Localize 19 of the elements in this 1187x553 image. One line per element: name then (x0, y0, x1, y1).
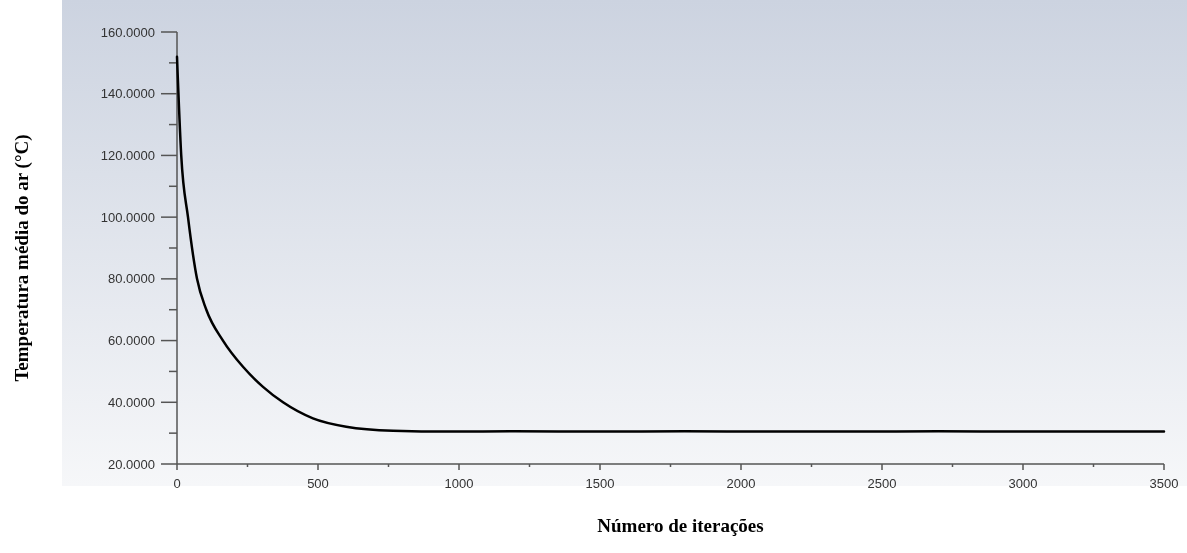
x-tick-label: 2500 (867, 476, 897, 491)
y-tick-label: 20.0000 (108, 456, 155, 472)
y-tick-label: 160.0000 (100, 24, 155, 40)
x-axis-title: Número de iterações (597, 515, 764, 536)
x-tick-label: 0 (173, 476, 181, 491)
y-tick-label: 60.0000 (108, 333, 155, 349)
x-tick-label: 3000 (1008, 476, 1038, 491)
x-tick-label: 1000 (444, 476, 474, 491)
x-tick-label: 500 (307, 476, 329, 491)
y-tick-label: 40.0000 (108, 394, 155, 410)
y-axis-title: Temperatura média do ar (°C) (11, 134, 33, 382)
y-tick-label: 80.0000 (108, 271, 155, 287)
y-tick-label: 120.0000 (100, 147, 155, 163)
x-tick-label: 2000 (726, 476, 756, 491)
y-tick-label: 100.0000 (100, 209, 155, 225)
x-tick-label: 3500 (1149, 476, 1179, 491)
x-tick-label: 1500 (585, 476, 615, 491)
line-series (175, 55, 1166, 433)
y-tick-label: 140.0000 (100, 86, 155, 102)
